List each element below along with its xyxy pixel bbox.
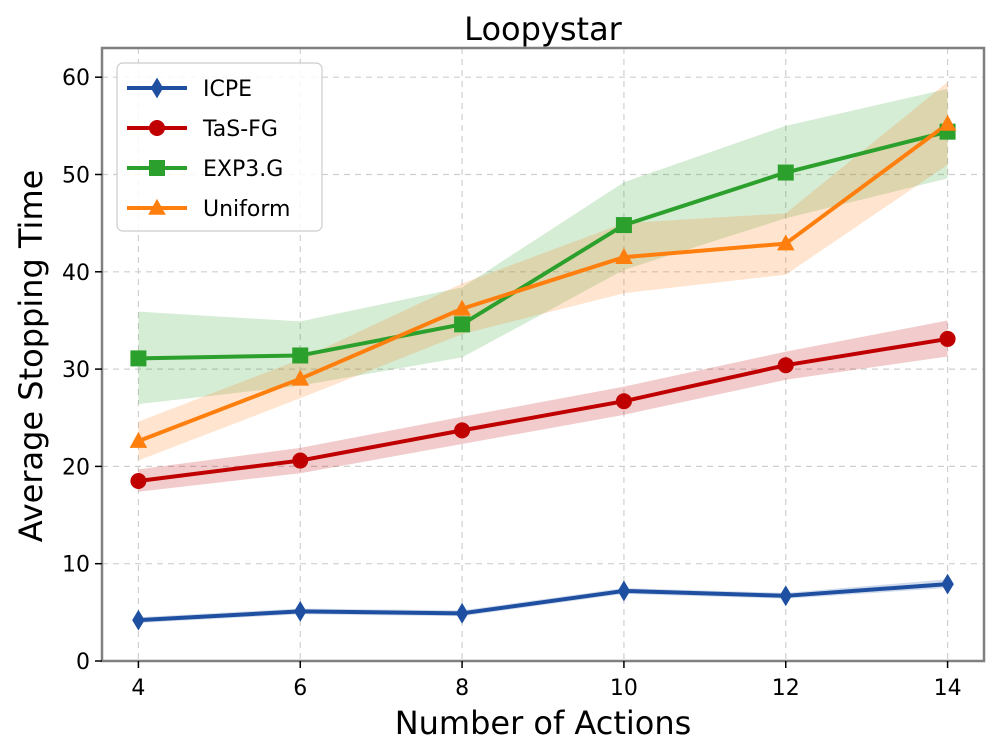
- uniform-point: [129, 431, 148, 448]
- uniform-band: [138, 82, 948, 461]
- y-tick-label: 0: [76, 650, 90, 675]
- tas-fg-point: [615, 393, 632, 410]
- legend-marker-exp3-g: [149, 160, 165, 176]
- uniform-point: [453, 299, 471, 316]
- tas-fg-point: [130, 472, 147, 489]
- y-tick-label: 50: [62, 163, 90, 188]
- legend-marker-icpe: [150, 77, 164, 99]
- icpe-point: [617, 580, 631, 602]
- uniform-point: [615, 247, 633, 264]
- legend-marker-tas-fg: [149, 120, 165, 136]
- y-tick-label: 20: [62, 455, 90, 480]
- y-tick-label: 60: [62, 66, 90, 91]
- uniform-point: [291, 369, 310, 386]
- icpe-point: [455, 602, 469, 624]
- plot-frame: [100, 46, 986, 663]
- tas-fg-band: [138, 320, 948, 492]
- tas-fg-point: [939, 330, 956, 347]
- icpe-point: [132, 609, 145, 631]
- legend-box: [116, 62, 323, 232]
- exp3-g-point: [130, 350, 147, 367]
- uniform-line: [137, 122, 949, 443]
- icpe-point: [294, 600, 307, 622]
- exp3-g-point: [777, 164, 794, 181]
- icpe-point: [941, 573, 954, 595]
- exp3-g-point: [292, 347, 309, 364]
- x-tick-label: 12: [772, 676, 800, 701]
- chart-title: Loopystar: [464, 10, 623, 48]
- y-axis-label: Average Stopping Time: [12, 170, 50, 543]
- uniform-point: [776, 234, 795, 251]
- axis-ticks: 4 6 8 10 12 14 0 10 20 30 40 50 60: [62, 66, 962, 701]
- x-axis-label: Number of Actions: [395, 704, 692, 742]
- uniform-point: [938, 114, 957, 131]
- x-tick-label: 8: [455, 676, 469, 701]
- icpe-line: [138, 582, 948, 623]
- legend: ICPE TaS-FG EXP3.G Uniform: [116, 62, 323, 232]
- tas-fg-line: [138, 336, 948, 483]
- series-markers: [129, 114, 957, 631]
- legend-label-exp3-g: EXP3.G: [203, 157, 283, 182]
- exp3-g-point: [615, 217, 632, 234]
- x-tick-label: 10: [610, 676, 638, 701]
- x-tick-label: 6: [293, 676, 307, 701]
- exp3-g-point: [454, 316, 471, 333]
- series-lines: [137, 122, 949, 623]
- y-tick-label: 10: [62, 553, 90, 578]
- x-tick-label: 4: [131, 676, 145, 701]
- exp3-g-band: [138, 88, 948, 405]
- legend-label-uniform: Uniform: [203, 197, 290, 222]
- x-tick-label: 14: [934, 676, 962, 701]
- exp3-g-line: [138, 129, 949, 361]
- icpe-point: [779, 585, 792, 607]
- legend-label-icpe: ICPE: [203, 77, 252, 102]
- tas-fg-point: [777, 357, 794, 374]
- y-tick-label: 30: [62, 358, 90, 383]
- legend-marker-uniform: [148, 198, 166, 215]
- tas-fg-point: [292, 452, 309, 469]
- legend-label-tas-fg: TaS-FG: [202, 117, 278, 142]
- tas-fg-point: [454, 422, 471, 439]
- y-tick-label: 40: [62, 261, 90, 286]
